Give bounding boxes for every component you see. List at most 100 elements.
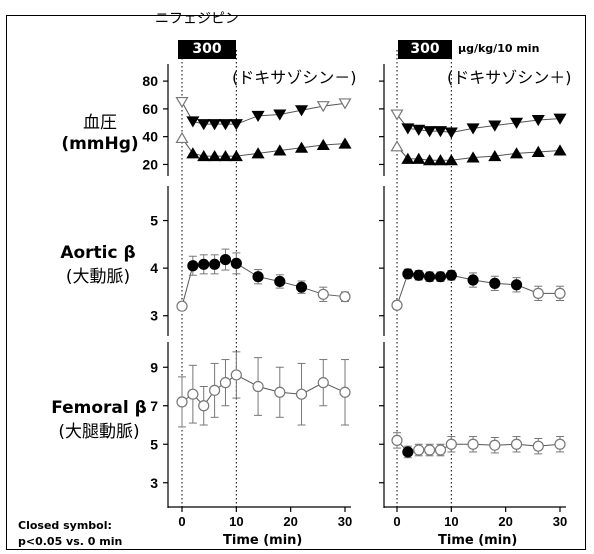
panel-bp-right-diastolic-point-8 bbox=[509, 147, 524, 159]
panel-aortic-left-aortic-point-2 bbox=[198, 258, 210, 270]
x-axis-label-left: Time (min) bbox=[223, 533, 303, 548]
dose-box-right: 300 bbox=[398, 40, 452, 59]
panel-bp-right-diastolic-point-4 bbox=[433, 154, 448, 166]
panel-femoral-left-femoral-point-2 bbox=[198, 400, 210, 412]
condition-right: (ドキサゾシン＋) bbox=[447, 68, 572, 87]
drug-label: ニフェジピン bbox=[155, 11, 239, 27]
panel-bp-left-diastolic-point-8 bbox=[294, 141, 309, 153]
panel-aortic-right-aortic-point-4 bbox=[434, 271, 447, 283]
panel-bp-left-diastolic-point-1 bbox=[186, 147, 200, 159]
panel-femoral-right-femoral-point-9 bbox=[532, 440, 544, 452]
panel-femoral-left-femoral-point-0 bbox=[176, 396, 188, 408]
y-tick-label-aortic-2: 5 bbox=[150, 213, 158, 229]
panel-bp-right-diastolic-point-7 bbox=[488, 149, 502, 162]
x-tick-label-right-1: 10 bbox=[444, 514, 458, 529]
panel-bp-left-diastolic-point-6 bbox=[251, 147, 265, 159]
y-tick-label-bp-0: 20 bbox=[142, 156, 158, 172]
panel-bp-right-systolic-point-4 bbox=[433, 126, 448, 138]
panel-bp-right-systolic-point-1 bbox=[401, 123, 415, 135]
footnote-line-1: Closed symbol: bbox=[18, 519, 112, 532]
panel-femoral-left-femoral-point-1 bbox=[187, 388, 199, 400]
panel-femoral-right-femoral-point-10 bbox=[554, 438, 566, 450]
panel-femoral-right-femoral-point-4 bbox=[434, 444, 447, 456]
y-tick-label-bp-2: 60 bbox=[142, 101, 158, 117]
panel-femoral-left-femoral-point-3 bbox=[209, 384, 221, 396]
x-tick-label-left-1: 10 bbox=[229, 514, 243, 529]
panel-bp-right-systolic-point-3 bbox=[423, 126, 437, 138]
panel-bp-right-diastolic-point-3 bbox=[423, 154, 437, 166]
panel-femoral-left-femoral-point-9 bbox=[317, 377, 329, 389]
aortic-label-ja: (大動脈) bbox=[65, 267, 131, 287]
panel-aortic-right-aortic-point-0 bbox=[391, 299, 403, 311]
panel-bp-left-systolic-point-10 bbox=[338, 98, 352, 110]
x-tick-label-right-2: 20 bbox=[498, 514, 512, 529]
aortic-label: Aortic β bbox=[60, 243, 136, 263]
panel-bp-left-diastolic-point-2 bbox=[197, 149, 211, 162]
x-tick-label-left-2: 20 bbox=[283, 514, 297, 529]
panel-aortic-left-aortic-point-7 bbox=[274, 275, 286, 288]
panel-aortic-right-aortic-point-1 bbox=[402, 268, 414, 280]
panel-bp-right-systolic-point-2 bbox=[412, 124, 426, 136]
panel-femoral-right-femoral-point-5 bbox=[445, 438, 457, 450]
panel-femoral-left-femoral-point-4 bbox=[219, 377, 232, 389]
panel-bp-right-diastolic-point-5 bbox=[444, 154, 458, 166]
panel-femoral-right-femoral-point-7 bbox=[489, 439, 501, 451]
y-tick-label-femoral-1: 5 bbox=[150, 436, 158, 452]
panel-bp-left-systolic-point-9 bbox=[316, 101, 330, 113]
panel-femoral-left-femoral-point-6 bbox=[252, 380, 264, 393]
x-tick-label-right-0: 0 bbox=[393, 514, 400, 529]
panel-bp-left-systolic-point-1 bbox=[186, 116, 200, 128]
panel-femoral-right-femoral-point-1 bbox=[402, 446, 414, 458]
bp-unit-label: (mmHg) bbox=[61, 134, 139, 154]
panel-bp-right-diastolic-point-6 bbox=[466, 151, 480, 163]
panel-femoral-right-femoral-point-0 bbox=[391, 434, 403, 446]
panel-aortic-right-aortic-point-8 bbox=[510, 279, 523, 291]
panel-aortic-left-aortic-point-4 bbox=[219, 253, 232, 266]
panel-aortic-left-aortic-point-5 bbox=[230, 257, 242, 269]
bp-label: 血圧 bbox=[83, 113, 117, 133]
femoral-label-ja: (大腿動脈) bbox=[58, 422, 140, 442]
y-tick-label-bp-3: 80 bbox=[142, 73, 158, 89]
panel-aortic-left-aortic-point-3 bbox=[209, 258, 221, 270]
panel-aortic-left-aortic-point-9 bbox=[317, 288, 329, 300]
x-axis-label-right: Time (min) bbox=[438, 533, 518, 548]
panel-aortic-right-aortic-point-3 bbox=[424, 271, 436, 283]
panel-bp-left-diastolic-point-4 bbox=[218, 149, 233, 162]
x-tick-label-right-3: 30 bbox=[553, 514, 567, 529]
panel-aortic-right-aortic-point-7 bbox=[489, 277, 501, 289]
panel-aortic-right-aortic-point-10 bbox=[554, 287, 566, 299]
panel-aortic-right-aortic-point-9 bbox=[532, 287, 544, 299]
x-tick-label-left-0: 0 bbox=[178, 514, 185, 529]
panel-bp-left-systolic-point-6 bbox=[251, 110, 265, 122]
y-tick-label-femoral-3: 9 bbox=[150, 359, 158, 375]
panel-bp-right-systolic-point-8 bbox=[509, 117, 524, 129]
dose-unit: μg/kg/10 min bbox=[458, 42, 540, 55]
panel-bp-left-diastolic-point-10 bbox=[338, 137, 352, 149]
panel-aortic-right-aortic-point-5 bbox=[445, 269, 457, 281]
panel-bp-right-systolic-point-7 bbox=[488, 120, 502, 132]
panel-bp-left-systolic-point-7 bbox=[273, 109, 287, 121]
panel-aortic-left-aortic-point-10 bbox=[339, 291, 351, 303]
y-tick-label-aortic-1: 4 bbox=[150, 260, 158, 276]
footnote-line-2: p<0.05 vs. 0 min bbox=[18, 535, 123, 548]
panel-bp-right-systolic-point-0 bbox=[390, 109, 404, 121]
panel-femoral-right-femoral-point-3 bbox=[424, 444, 436, 456]
panel-aortic-right-aortic-point-2 bbox=[413, 269, 425, 281]
panel-aortic-left-aortic-point-0 bbox=[176, 300, 188, 312]
panel-aortic-left-aortic-point-1 bbox=[187, 260, 199, 272]
condition-left: (ドキサゾシン－) bbox=[232, 68, 357, 87]
y-tick-label-femoral-2: 7 bbox=[150, 398, 158, 414]
panel-femoral-left-femoral-point-5 bbox=[230, 369, 242, 381]
figure-frame bbox=[6, 15, 586, 550]
panel-femoral-right-femoral-point-8 bbox=[510, 438, 523, 450]
panel-aortic-left-aortic-point-8 bbox=[295, 281, 308, 293]
panel-bp-left-systolic-point-5 bbox=[229, 119, 243, 131]
panel-bp-left-diastolic-point-3 bbox=[208, 149, 222, 162]
x-tick-label-left-3: 30 bbox=[338, 514, 352, 529]
y-tick-label-femoral-0: 3 bbox=[150, 475, 158, 491]
panel-bp-left-diastolic-point-5 bbox=[229, 149, 243, 162]
femoral-label: Femoral β bbox=[51, 398, 147, 418]
y-tick-label-aortic-0: 3 bbox=[150, 308, 158, 324]
panel-bp-left-diastolic-point-9 bbox=[316, 138, 330, 150]
panel-bp-left-systolic-point-0 bbox=[175, 96, 189, 109]
